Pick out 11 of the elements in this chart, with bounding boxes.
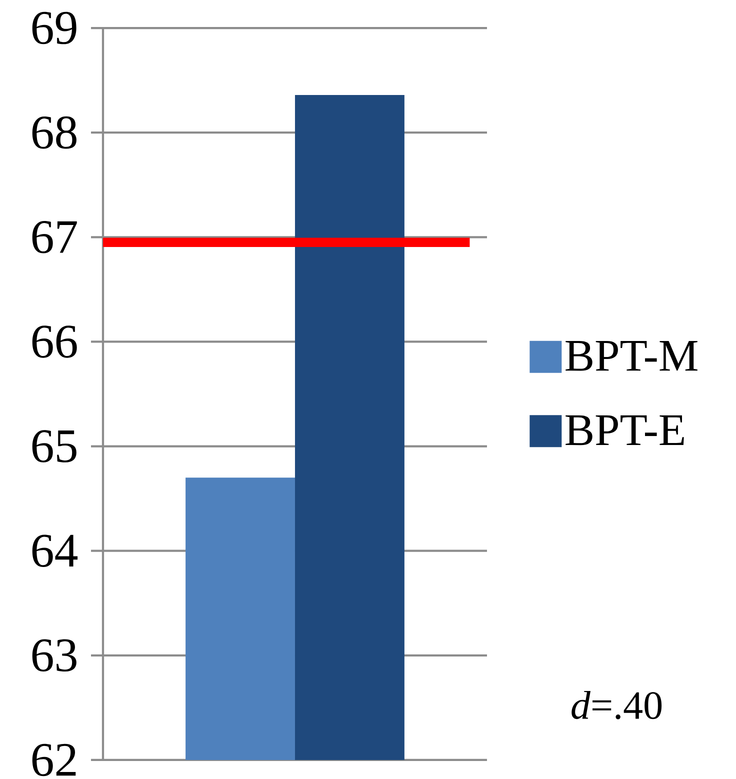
y-tick-label: 68 <box>32 116 76 149</box>
y-tick-label: 66 <box>32 326 77 358</box>
y-tick-label: 65 <box>32 430 76 462</box>
y-tick-label: 69 <box>32 12 76 44</box>
y-tick-label: 67 <box>32 221 77 254</box>
text: d=.40 <box>572 690 662 720</box>
legend-label: BPT-M <box>566 340 698 371</box>
legend-label: BPT-E <box>566 415 684 446</box>
y-tick-label: 64 <box>32 534 78 567</box>
y-tick-label: 63 <box>32 639 76 672</box>
y-tick-label: 62 <box>32 744 76 776</box>
